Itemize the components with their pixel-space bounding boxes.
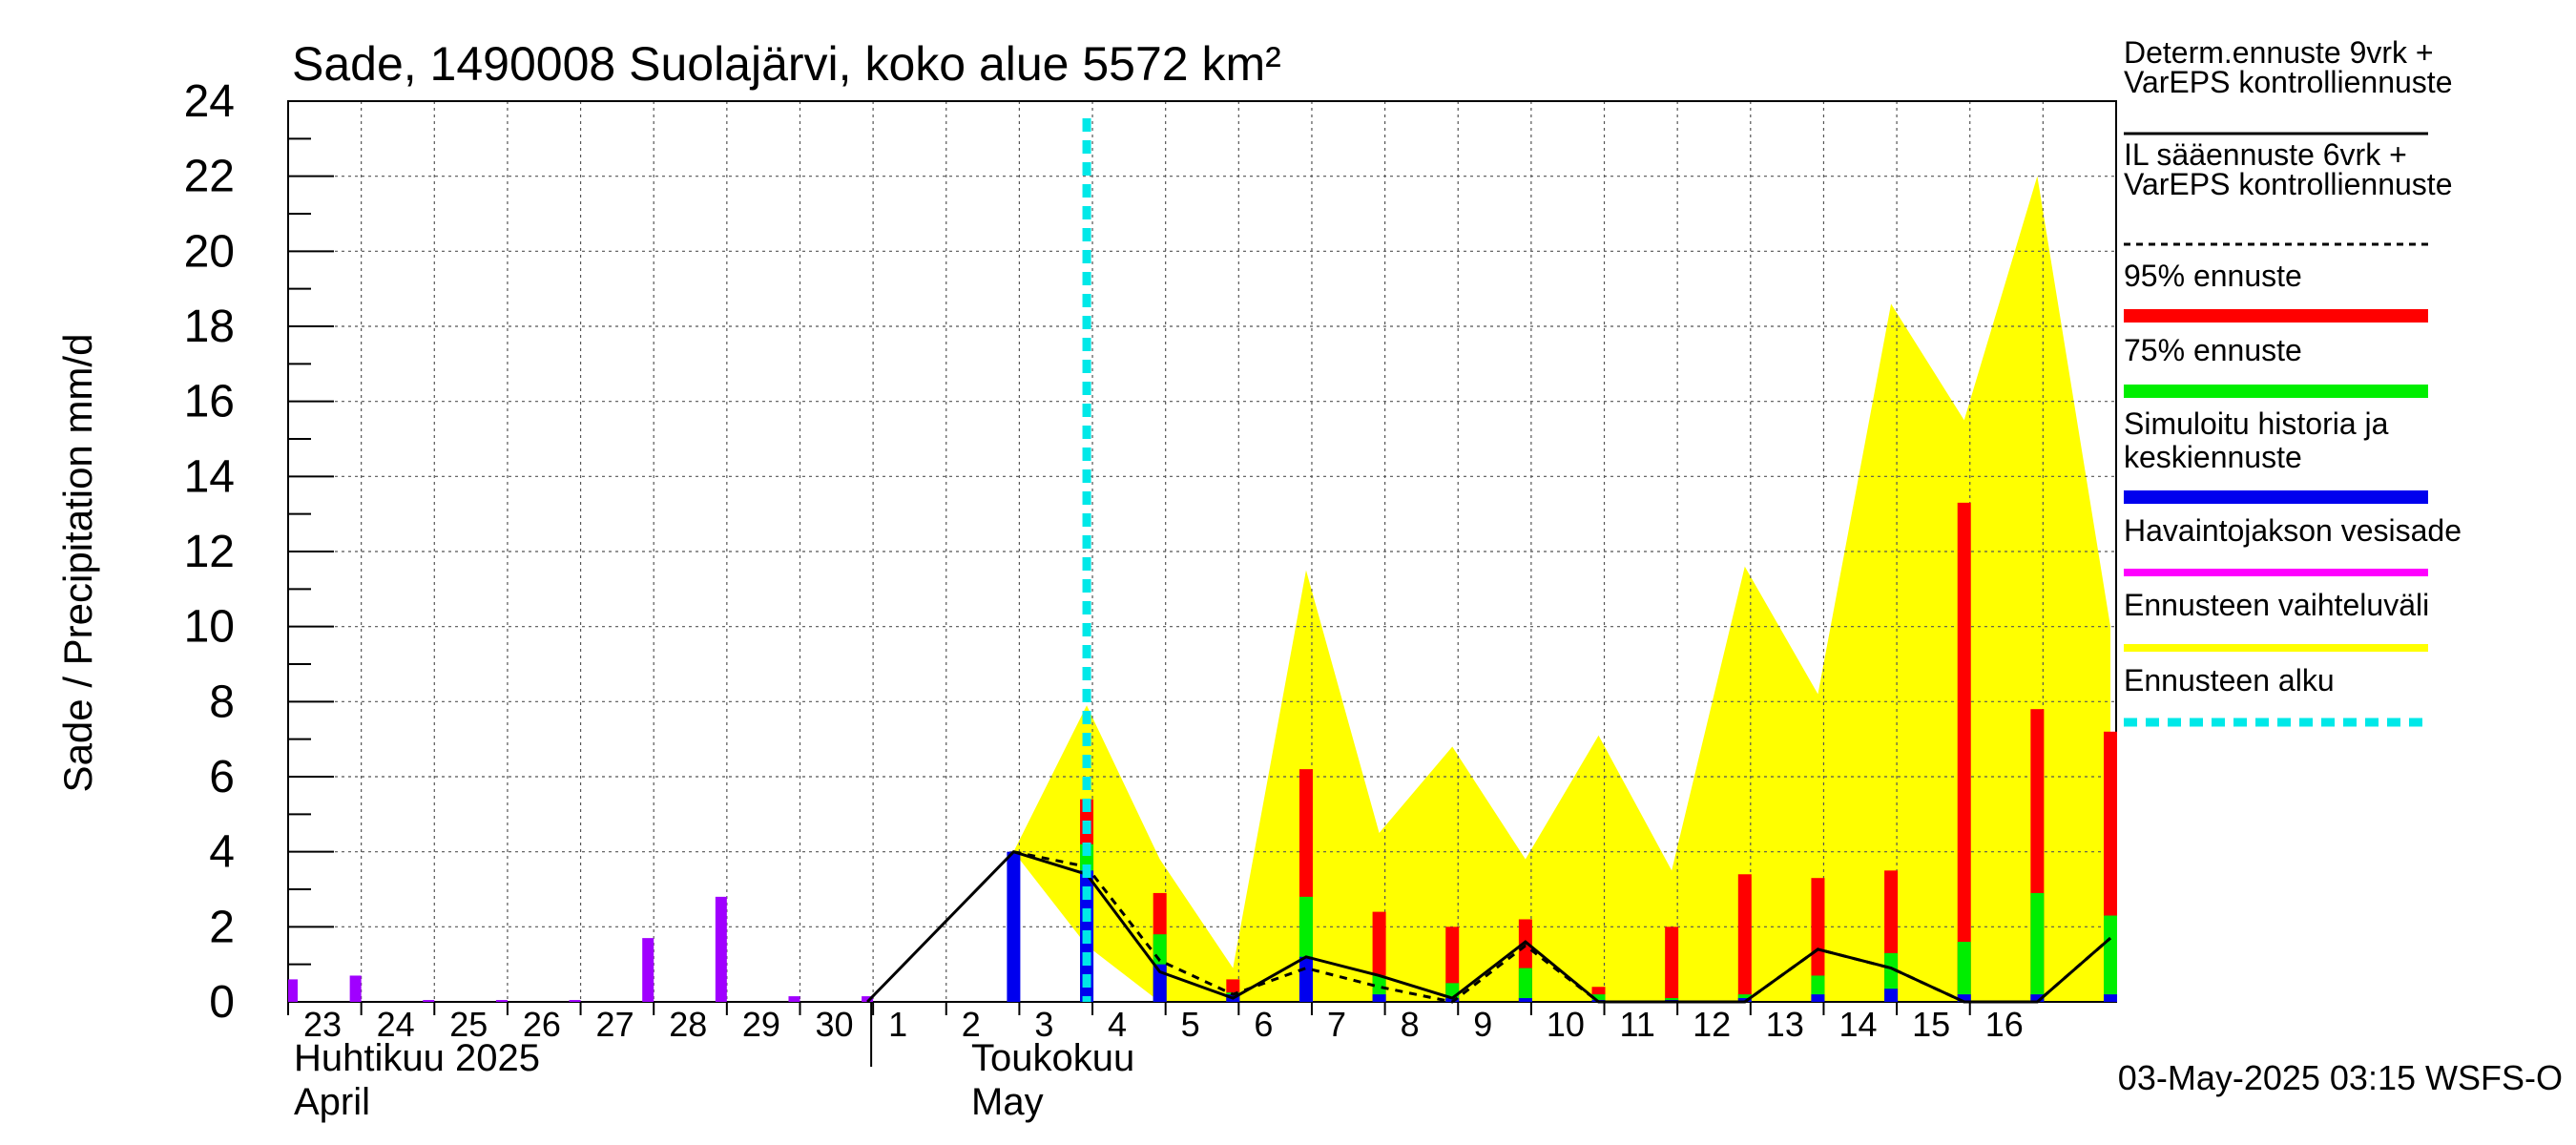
bar-mean-forecast	[2030, 994, 2045, 1002]
x-tick-label: 8	[1401, 1005, 1420, 1044]
observed-bar	[495, 1000, 508, 1002]
x-tick-label: 12	[1693, 1005, 1731, 1044]
range-band-area	[1013, 176, 2110, 1002]
y-tick-label: 10	[184, 602, 235, 653]
observed-bars	[288, 896, 874, 1002]
x-tick-label: 30	[815, 1005, 853, 1044]
y-tick-label: 0	[209, 977, 235, 1028]
legend-label: VarEPS kontrolliennuste	[2124, 167, 2452, 201]
bar-mean-forecast	[1298, 956, 1313, 1002]
y-tick-label: 12	[184, 527, 235, 577]
observed-bar	[642, 938, 654, 1002]
x-tick-label: 16	[1985, 1005, 2024, 1044]
x-tick-label: 24	[377, 1005, 415, 1044]
bar-mean-forecast	[1445, 998, 1460, 1002]
bar-mean-forecast	[1372, 994, 1386, 1002]
legend-label: Ennusteen alku	[2124, 663, 2335, 697]
chart-title: Sade, 1490008 Suolajärvi, koko alue 5572…	[292, 37, 1281, 91]
x-tick-label: 11	[1620, 1005, 1655, 1044]
x-tick-label: 13	[1766, 1005, 1804, 1044]
x-tick-label: 29	[742, 1005, 780, 1044]
y-tick-label: 24	[184, 76, 235, 127]
legend-label: IL sääennuste 6vrk +	[2124, 137, 2407, 172]
month-label-may-en: May	[971, 1081, 1044, 1123]
y-tick-label: 6	[209, 752, 235, 802]
legend-label: Havaintojakson vesisade	[2124, 513, 2462, 548]
deterministic-forecast-line	[866, 849, 2111, 1004]
bar-95-percent	[1665, 926, 1679, 1002]
y-tick-label: 2	[209, 902, 235, 952]
x-tick-label: 10	[1547, 1005, 1585, 1044]
bar-mean-forecast	[1007, 851, 1021, 1002]
observed-bar	[288, 979, 298, 1002]
y-tick-label: 22	[184, 152, 235, 202]
legend-label: 95% ennuste	[2124, 259, 2302, 293]
legend: Determ.ennuste 9vrk +VarEPS kontrollienn…	[2124, 35, 2462, 727]
legend-label: 75% ennuste	[2124, 333, 2302, 367]
month-label-april-en: April	[294, 1081, 370, 1123]
legend-label: keskiennuste	[2124, 440, 2302, 474]
observed-bar	[423, 1000, 435, 1002]
x-tick-label: 23	[303, 1005, 342, 1044]
x-tick-label: 9	[1473, 1005, 1492, 1044]
bar-75-percent	[1957, 942, 1971, 1002]
observed-bar	[715, 896, 727, 1002]
x-tick-label: 28	[669, 1005, 707, 1044]
legend-label: VarEPS kontrolliennuste	[2124, 65, 2452, 99]
bar-75-percent	[2030, 892, 2045, 1002]
bar-mean-forecast	[1884, 989, 1899, 1002]
y-tick-label: 18	[184, 302, 235, 352]
month-label-may-fi: Toukokuu	[971, 1037, 1134, 1079]
bar-mean-forecast	[1957, 994, 1971, 1002]
bar-mean-forecast	[1811, 994, 1825, 1002]
forecast-bars	[1007, 502, 2117, 1002]
month-label-april-fi: Huhtikuu 2025	[294, 1037, 540, 1079]
x-tick-label: 7	[1327, 1005, 1346, 1044]
y-tick-label: 4	[209, 827, 235, 878]
x-tick-label: 6	[1254, 1005, 1273, 1044]
x-tick-label: 25	[449, 1005, 488, 1044]
legend-label: Ennusteen vaihteluväli	[2124, 588, 2429, 622]
bar-95-percent	[1811, 878, 1825, 1002]
x-axis: 23 24 25 26 27 28 29 30 1 2 3 4 5 6 7 8 9 10 11 12 13 14 15 16H…	[287, 1002, 2024, 1123]
observed-bar	[862, 996, 874, 1002]
y-axis-label: Sade / Precipitation mm/d	[55, 334, 100, 793]
legend-label: Simuloitu historia ja	[2124, 406, 2389, 441]
bar-95-percent	[1957, 502, 1971, 1002]
observed-bar	[569, 1000, 581, 1002]
x-tick-label: 26	[523, 1005, 561, 1044]
x-tick-label: 1	[888, 1005, 907, 1044]
bar-mean-forecast	[1518, 998, 1532, 1002]
x-tick-label: 14	[1839, 1005, 1877, 1044]
x-tick-label: 2	[962, 1005, 981, 1044]
bar-75-percent	[1591, 994, 1606, 1002]
x-tick-label: 3	[1034, 1005, 1053, 1044]
x-tick-label: 15	[1912, 1005, 1950, 1044]
legend-label: Determ.ennuste 9vrk +	[2124, 35, 2434, 70]
forecast-range-band	[1013, 176, 2110, 1002]
y-tick-label: 16	[184, 377, 235, 427]
observed-bar	[788, 996, 800, 1002]
x-tick-label: 5	[1181, 1005, 1200, 1044]
bar-mean-forecast	[2104, 994, 2117, 1002]
y-tick-label: 20	[184, 226, 235, 277]
observed-bar	[349, 975, 362, 1002]
x-tick-label: 27	[596, 1005, 634, 1044]
bar-mean-forecast	[1737, 998, 1752, 1002]
y-tick-label: 8	[209, 677, 235, 727]
forecast-lines	[866, 849, 2111, 1004]
il-forecast-line	[1013, 850, 2111, 1004]
timestamp: 03-May-2025 03:15 WSFS-O	[2118, 1058, 2563, 1097]
y-tick-label: 14	[184, 451, 235, 502]
x-tick-label: 4	[1108, 1005, 1127, 1044]
bar-75-percent	[1518, 968, 1532, 1002]
bar-95-percent	[1737, 874, 1752, 1002]
bar-75-percent	[2104, 915, 2117, 1002]
